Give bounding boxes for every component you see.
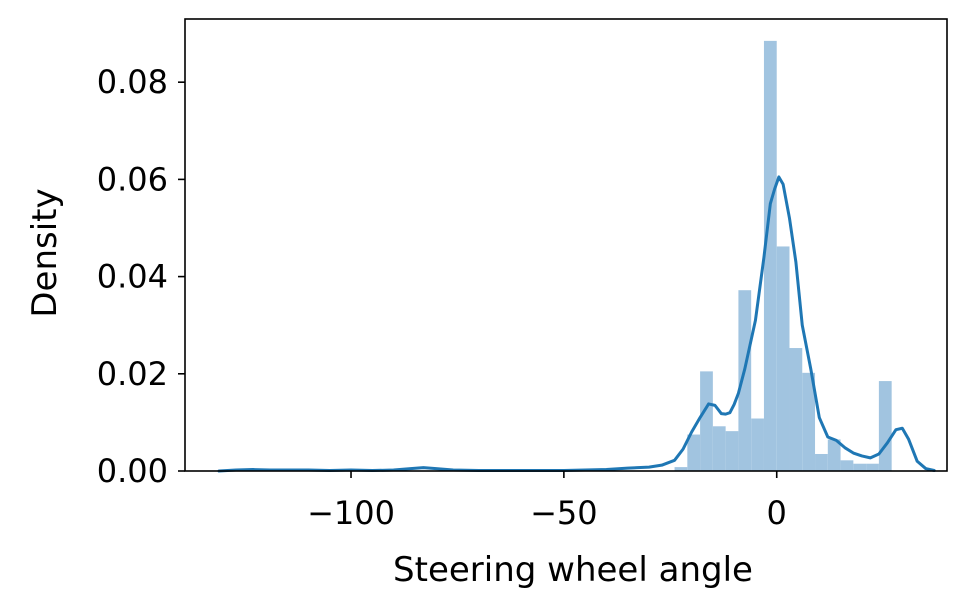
histogram-bar-8 [776,246,790,471]
y-tick-label: 0.02 [97,355,168,393]
y-tick-label: 0.06 [97,160,168,198]
histogram-bar-16 [878,381,892,471]
plot-frame [184,18,948,472]
x-tick-label: 0 [767,494,787,532]
histogram-bar-14 [853,463,867,471]
kde-curve [217,175,936,473]
histogram-bar-3 [712,426,726,471]
tick-labels: −100 −50 0 0.00 0.02 0.04 0.06 0.08 [97,63,787,532]
y-tick-label: 0.08 [97,63,168,101]
kde-line [217,175,936,473]
x-tick-label: −50 [530,494,598,532]
histogram-bars [674,40,892,471]
histogram-bar-10 [802,372,816,471]
histogram-bar-13 [840,460,854,471]
histogram-bar-7 [763,40,777,471]
y-axis-label: Density [25,188,65,317]
axes [178,18,948,478]
histogram-bar-2 [700,371,713,471]
histogram-bar-0 [674,467,688,471]
x-tick-label: −100 [307,494,395,532]
y-tick-label: 0.00 [97,452,168,490]
histogram-bar-9 [789,348,803,471]
histogram-bar-1 [687,434,701,471]
histogram-bar-6 [751,418,764,471]
histogram-bar-12 [827,439,841,471]
histogram-bar-15 [866,463,879,471]
histogram-bar-5 [738,290,752,471]
histogram-bar-4 [725,431,739,471]
y-tick-label: 0.04 [97,258,168,296]
x-axis-label: Steering wheel angle [393,550,753,590]
histogram-bar-11 [815,453,828,471]
